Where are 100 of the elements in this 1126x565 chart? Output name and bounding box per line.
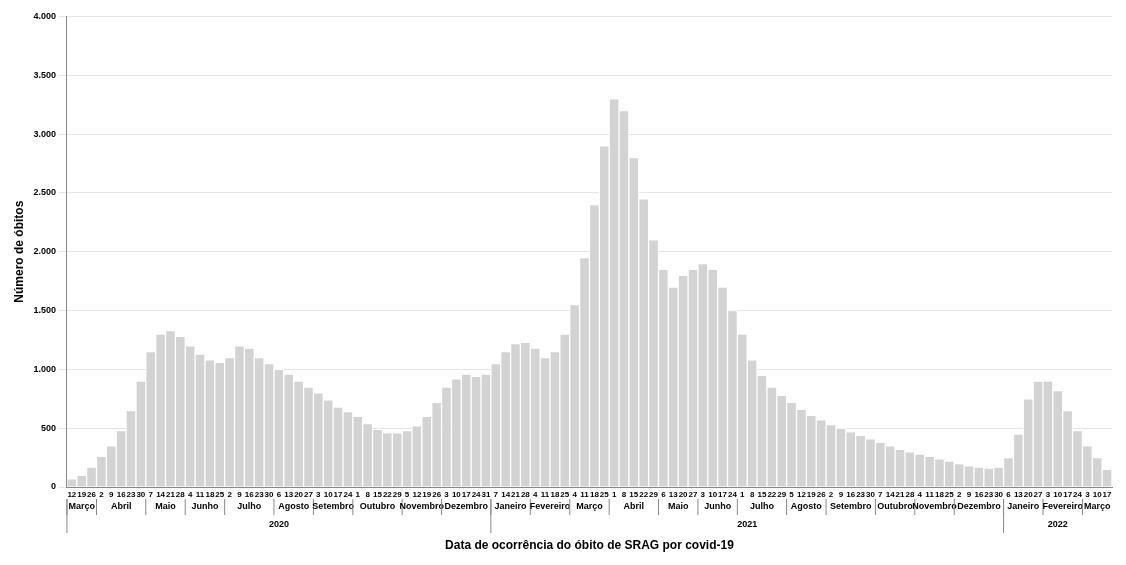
y-tick-label: 1.500 bbox=[33, 305, 56, 316]
x-tick-label: 28 bbox=[175, 490, 186, 499]
x-tick-label: 24 bbox=[727, 490, 738, 499]
x-tick-label: 26 bbox=[87, 490, 97, 499]
x-tick-label: 28 bbox=[905, 490, 915, 499]
text: Janeiro bbox=[494, 501, 528, 512]
x-tick-label: 22 bbox=[639, 490, 649, 499]
x-tick-label: 9 bbox=[109, 490, 115, 499]
x-tick-label: 4 bbox=[572, 490, 578, 499]
x-tick-label: 13 bbox=[284, 490, 294, 499]
x-tick-label: 2 bbox=[956, 490, 962, 499]
x-tick-label: 13 bbox=[1013, 490, 1024, 499]
x-tick-label: 30 bbox=[136, 490, 146, 499]
x-tick-label: 19 bbox=[806, 490, 817, 499]
x-tick-label: 9 bbox=[237, 490, 243, 499]
text: Agosto bbox=[278, 501, 310, 512]
x-tick-label: 7 bbox=[878, 490, 884, 499]
x-tick-label: 4 bbox=[917, 490, 923, 499]
x-tick-label: 14 bbox=[885, 490, 896, 499]
x-tick-label: 25 bbox=[215, 490, 225, 499]
x-tick-label: 16 bbox=[974, 490, 984, 499]
x-tick-label: 3 bbox=[1085, 490, 1091, 499]
x-tick-label: 17 bbox=[1102, 490, 1113, 499]
x-tick-label: 11 bbox=[925, 490, 935, 499]
x-tick-label: 11 bbox=[540, 490, 550, 499]
x-tick-label: 22 bbox=[382, 490, 393, 499]
x-tick-label: 11 bbox=[195, 490, 205, 499]
x-tick-label: 17 bbox=[333, 490, 344, 499]
text: Março bbox=[1083, 501, 1111, 512]
x-tick-label: 18 bbox=[550, 490, 560, 499]
x-tick-label: 13 bbox=[668, 490, 679, 499]
x-tick-label: 23 bbox=[856, 490, 866, 499]
x-tick-label: 8 bbox=[365, 490, 371, 499]
x-tick-label: 9 bbox=[838, 490, 844, 499]
x-tick-label: 21 bbox=[511, 490, 521, 499]
x-tick-label: 26 bbox=[816, 490, 827, 499]
x-tick-label: 14 bbox=[156, 490, 166, 499]
text: Outubro bbox=[359, 501, 396, 512]
x-tick-label: 27 bbox=[688, 490, 698, 499]
x-tick-label: 29 bbox=[392, 490, 403, 499]
x-tick-label: 5 bbox=[789, 490, 795, 499]
x-tick-label: 12 bbox=[796, 490, 807, 499]
x-tick-label: 8 bbox=[621, 490, 627, 499]
x-tick-label: 8 bbox=[749, 490, 755, 499]
y-tick-label: 1.000 bbox=[33, 363, 56, 374]
x-tick-label: 3 bbox=[1045, 490, 1051, 499]
x-tick-label: 27 bbox=[304, 490, 314, 499]
y-tick-label: 500 bbox=[40, 422, 56, 433]
x-tick-label: 25 bbox=[560, 490, 570, 499]
text: 2020 bbox=[268, 519, 289, 530]
x-tick-label: 15 bbox=[757, 490, 767, 499]
x-tick-label: 23 bbox=[254, 490, 265, 499]
x-tick-label: 30 bbox=[264, 490, 275, 499]
x-tick-label: 7 bbox=[148, 490, 154, 499]
text: Fevereiro bbox=[1042, 501, 1084, 512]
text: Abril bbox=[623, 501, 645, 512]
text: Março bbox=[576, 501, 604, 512]
x-tick-label: 30 bbox=[994, 490, 1004, 499]
x-tick-label: 15 bbox=[373, 490, 383, 499]
x-tick-label: 6 bbox=[276, 490, 282, 499]
y-tick-label: 2.000 bbox=[33, 246, 56, 257]
y-tick-label: 4.000 bbox=[33, 10, 56, 21]
x-tick-label: 22 bbox=[767, 490, 777, 499]
y-tick-label: 3.500 bbox=[33, 69, 56, 80]
x-tick-label: 10 bbox=[1092, 490, 1103, 499]
x-tick-label: 9 bbox=[966, 490, 972, 499]
x-tick-label: 25 bbox=[599, 490, 610, 499]
x-tick-label: 25 bbox=[944, 490, 955, 499]
x-tick-label: 10 bbox=[708, 490, 718, 499]
text: Junho bbox=[191, 501, 219, 512]
text: Novembro bbox=[399, 501, 445, 512]
x-tick-label: 2 bbox=[828, 490, 834, 499]
x-tick-label: 21 bbox=[895, 490, 906, 499]
x-tick-label: 31 bbox=[481, 490, 491, 499]
x-tick-label: 2 bbox=[227, 490, 233, 499]
x-tick-label: 20 bbox=[294, 490, 304, 499]
x-tick-label: 11 bbox=[580, 490, 590, 499]
x-tick-label: 24 bbox=[471, 490, 482, 499]
x-tick-label: 21 bbox=[165, 490, 176, 499]
text: Julho bbox=[237, 501, 262, 512]
x-tick-label: 14 bbox=[501, 490, 511, 499]
x-tick-label: 18 bbox=[935, 490, 945, 499]
x-tick-label: 1 bbox=[740, 490, 746, 499]
x-tick-label: 6 bbox=[661, 490, 667, 499]
x-tick-label: 19 bbox=[77, 490, 87, 499]
text: Fevereiro bbox=[529, 501, 571, 512]
x-axis-title: Data de ocorrência do óbito de SRAG por covid-19 bbox=[445, 538, 735, 553]
x-tick-label: 4 bbox=[187, 490, 193, 499]
text: Dezembro bbox=[957, 501, 1002, 512]
x-tick-label: 24 bbox=[1073, 490, 1083, 499]
x-tick-label: 20 bbox=[1023, 490, 1034, 499]
text: Maio bbox=[155, 501, 177, 512]
text: Setembro bbox=[829, 501, 872, 512]
x-tick-label: 3 bbox=[316, 490, 322, 499]
x-tick-label: 2 bbox=[99, 490, 105, 499]
text: Agosto bbox=[790, 501, 823, 512]
text: Março bbox=[68, 501, 96, 512]
x-tick-label: 29 bbox=[649, 490, 659, 499]
y-axis-title: Número de óbitos bbox=[11, 200, 26, 303]
x-tick-label: 5 bbox=[404, 490, 410, 499]
